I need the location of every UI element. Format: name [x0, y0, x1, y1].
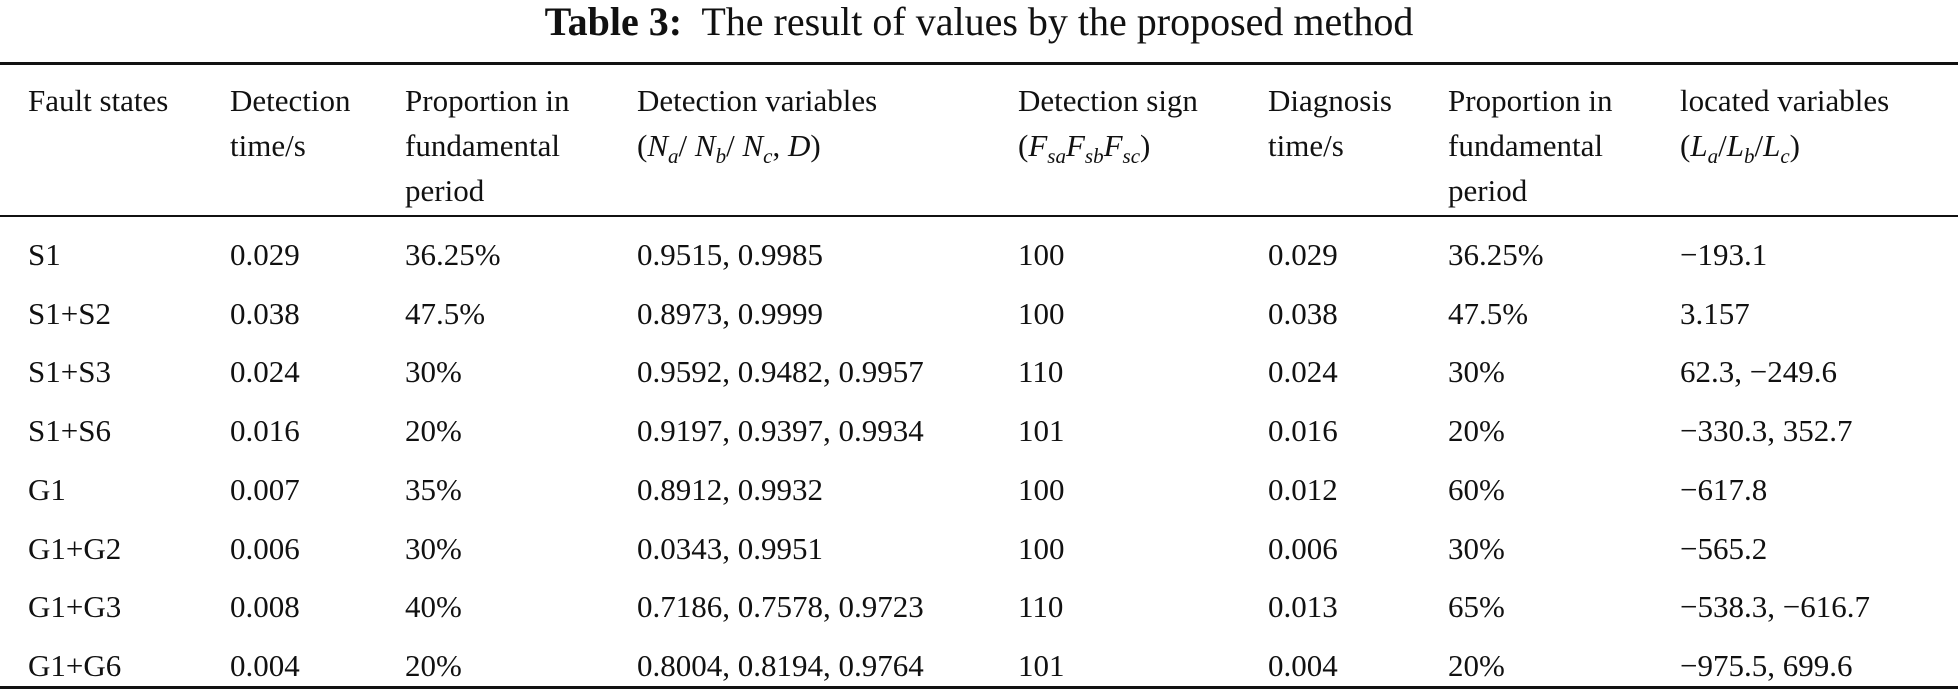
cell-diagnosis-time: 0.038	[1268, 296, 1338, 331]
cell-located-variables: −617.8	[1680, 472, 1768, 507]
cell-proportion-diagnosis: 65%	[1448, 589, 1505, 624]
cell-fault-state: G1+G6	[28, 648, 122, 683]
cell-proportion-detection: 30%	[405, 531, 462, 566]
cell-detection-time: 0.008	[230, 589, 300, 624]
cell-detection-time: 0.029	[230, 237, 300, 272]
cell-detection-variables: 0.9515, 0.9985	[637, 237, 823, 272]
cell-proportion-diagnosis: 30%	[1448, 531, 1505, 566]
cell-detection-variables: 0.9197, 0.9397, 0.9934	[637, 413, 924, 448]
header-located-variables: located variables (La/Lb/Lc)	[1680, 83, 1890, 168]
cell-detection-variables: 0.8973, 0.9999	[637, 296, 823, 331]
cell-detection-sign: 100	[1018, 531, 1065, 566]
cell-proportion-diagnosis: 20%	[1448, 648, 1505, 683]
cell-fault-state: S1+S6	[28, 413, 111, 448]
cell-proportion-diagnosis: 20%	[1448, 413, 1505, 448]
cell-detection-sign: 110	[1018, 354, 1064, 389]
cell-detection-sign: 100	[1018, 296, 1065, 331]
cell-diagnosis-time: 0.012	[1268, 472, 1338, 507]
cell-diagnosis-time: 0.024	[1268, 354, 1338, 389]
cell-fault-state: G1+G3	[28, 589, 122, 624]
cell-located-variables: −565.2	[1680, 531, 1768, 566]
cell-located-variables: −330.3, 352.7	[1680, 413, 1853, 448]
header-proportion-detection: Proportion in fundamental period	[405, 83, 570, 208]
cell-detection-time: 0.006	[230, 531, 300, 566]
cell-located-variables: 62.3, −249.6	[1680, 354, 1837, 389]
cell-detection-time: 0.007	[230, 472, 300, 507]
caption-text: The result of values by the proposed met…	[701, 0, 1414, 44]
cell-located-variables: −538.3, −616.7	[1680, 589, 1870, 624]
cell-detection-variables: 0.0343, 0.9951	[637, 531, 823, 566]
cell-proportion-diagnosis: 47.5%	[1448, 296, 1529, 331]
header-detection-variables-formula: (Na/ Nb/ Nc, D)	[637, 128, 821, 168]
cell-proportion-detection: 20%	[405, 648, 462, 683]
cell-fault-state: G1	[28, 472, 66, 507]
cell-diagnosis-time: 0.004	[1268, 648, 1338, 683]
cell-diagnosis-time: 0.016	[1268, 413, 1338, 448]
header-detection-time: Detection time/s	[230, 83, 351, 163]
header-located-variables-formula: (La/Lb/Lc)	[1680, 128, 1800, 168]
cell-diagnosis-time: 0.013	[1268, 589, 1338, 624]
cell-detection-variables: 0.8912, 0.9932	[637, 472, 823, 507]
top-rule	[0, 62, 1958, 65]
cell-detection-time: 0.016	[230, 413, 300, 448]
cell-located-variables: 3.157	[1680, 296, 1750, 331]
cell-detection-variables: 0.7186, 0.7578, 0.9723	[637, 589, 924, 624]
cell-proportion-diagnosis: 60%	[1448, 472, 1505, 507]
cell-proportion-detection: 36.25%	[405, 237, 501, 272]
caption-label: Table 3:	[544, 0, 683, 44]
cell-fault-state: S1+S3	[28, 354, 111, 389]
cell-proportion-diagnosis: 36.25%	[1448, 237, 1544, 272]
cell-proportion-diagnosis: 30%	[1448, 354, 1505, 389]
cell-fault-state: S1	[28, 237, 61, 272]
cell-detection-sign: 101	[1018, 648, 1065, 683]
cell-detection-sign: 110	[1018, 589, 1064, 624]
cell-proportion-detection: 47.5%	[405, 296, 486, 331]
table-caption: Table 3: The result of values by the pro…	[0, 0, 1958, 58]
header-rule	[0, 215, 1958, 217]
bottom-rule	[0, 686, 1958, 689]
cell-detection-sign: 100	[1018, 472, 1065, 507]
cell-detection-time: 0.024	[230, 354, 300, 389]
header-diagnosis-time: Diagnosis time/s	[1268, 83, 1392, 163]
header-fault-states: Fault states	[28, 83, 169, 118]
cell-fault-state: G1+G2	[28, 531, 122, 566]
cell-proportion-detection: 35%	[405, 472, 462, 507]
cell-located-variables: −975.5, 699.6	[1680, 648, 1853, 683]
cell-detection-sign: 101	[1018, 413, 1065, 448]
cell-located-variables: −193.1	[1680, 237, 1768, 272]
cell-detection-time: 0.038	[230, 296, 300, 331]
cell-detection-variables: 0.9592, 0.9482, 0.9957	[637, 354, 924, 389]
header-detection-sign: Detection sign (FsaFsbFsc)	[1018, 83, 1198, 168]
cell-detection-variables: 0.8004, 0.8194, 0.9764	[637, 648, 924, 683]
cell-proportion-detection: 30%	[405, 354, 462, 389]
cell-fault-state: S1+S2	[28, 296, 111, 331]
cell-detection-time: 0.004	[230, 648, 300, 683]
header-proportion-diagnosis: Proportion in fundamental period	[1448, 83, 1613, 208]
header-detection-sign-formula: (FsaFsbFsc)	[1018, 128, 1151, 168]
cell-proportion-detection: 20%	[405, 413, 462, 448]
cell-proportion-detection: 40%	[405, 589, 462, 624]
cell-detection-sign: 100	[1018, 237, 1065, 272]
cell-diagnosis-time: 0.006	[1268, 531, 1338, 566]
cell-diagnosis-time: 0.029	[1268, 237, 1338, 272]
header-detection-variables: Detection variables (Na/ Nb/ Nc, D)	[637, 83, 878, 168]
